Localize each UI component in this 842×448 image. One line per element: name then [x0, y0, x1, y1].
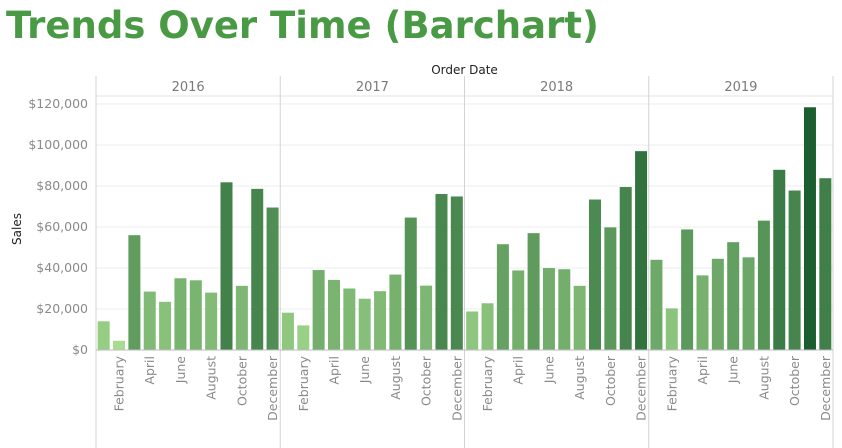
bar — [266, 207, 279, 350]
bar — [450, 196, 463, 350]
bar — [343, 288, 356, 350]
bar — [819, 178, 832, 350]
bar — [143, 291, 156, 350]
x-tick-label: June — [726, 356, 741, 385]
bar — [159, 301, 172, 350]
year-label: 2016 — [172, 80, 205, 95]
bar — [481, 303, 494, 350]
bar — [773, 169, 786, 350]
year-label: 2017 — [356, 80, 389, 95]
bar — [358, 298, 371, 350]
y-tick-label: $20,000 — [36, 301, 88, 316]
x-tick-label: October — [603, 355, 618, 406]
x-tick-label: December — [818, 355, 833, 421]
x-axis-label: Order Date — [431, 63, 498, 77]
bar — [297, 325, 310, 350]
bar — [312, 270, 325, 350]
x-tick-label: June — [357, 356, 372, 385]
y-tick-label: $40,000 — [36, 260, 88, 275]
bar — [512, 270, 525, 350]
bar — [757, 220, 770, 350]
x-tick-label: December — [634, 355, 649, 421]
y-tick-label: $100,000 — [28, 137, 88, 152]
bar — [251, 188, 264, 350]
bar — [281, 312, 294, 350]
x-tick-label: August — [756, 356, 771, 400]
bar — [604, 227, 617, 350]
x-tick-label: June — [541, 356, 556, 385]
y-axis-label: Sales — [10, 213, 24, 245]
bar — [542, 268, 555, 350]
bar — [635, 151, 648, 350]
bar — [404, 217, 417, 350]
x-tick-label: October — [419, 355, 434, 406]
x-tick-label: October — [787, 355, 802, 406]
x-tick-label: February — [296, 355, 311, 411]
bar — [803, 107, 816, 350]
bar — [220, 182, 233, 350]
bar — [97, 321, 110, 350]
page-title: Trends Over Time (Barchart) — [6, 4, 599, 47]
x-tick-label: August — [388, 356, 403, 400]
y-tick-label: $60,000 — [36, 219, 88, 234]
year-label: 2019 — [724, 80, 757, 95]
bar — [727, 242, 740, 350]
x-tick-label: December — [265, 355, 280, 421]
y-tick-label: $80,000 — [36, 178, 88, 193]
y-tick-label: $0 — [72, 342, 88, 357]
bar — [558, 269, 571, 350]
bar — [174, 278, 187, 350]
bar — [113, 340, 126, 350]
x-tick-label: February — [112, 355, 127, 411]
bar — [788, 190, 801, 350]
x-tick-label: April — [142, 356, 157, 385]
bar — [496, 244, 509, 350]
bar — [389, 274, 402, 350]
bar — [527, 233, 540, 350]
bar — [435, 193, 448, 350]
x-tick-label: April — [695, 356, 710, 385]
bar — [189, 280, 202, 350]
x-tick-label: February — [480, 355, 495, 411]
bar — [619, 187, 632, 350]
bar — [573, 285, 586, 350]
bar — [650, 259, 663, 350]
y-tick-label: $120,000 — [28, 96, 88, 111]
bar — [327, 279, 340, 350]
x-tick-label: April — [511, 356, 526, 385]
bar — [420, 285, 433, 350]
year-label: 2018 — [540, 80, 573, 95]
bar — [589, 199, 602, 350]
bar — [466, 311, 479, 350]
bar — [711, 258, 724, 350]
bar — [128, 235, 141, 350]
bar — [205, 292, 218, 350]
x-tick-label: April — [326, 356, 341, 385]
x-tick-label: October — [234, 355, 249, 406]
bar — [696, 275, 709, 350]
bar — [235, 285, 248, 350]
bar — [681, 229, 694, 350]
x-tick-label: August — [572, 356, 587, 400]
bar — [742, 257, 755, 350]
x-tick-label: June — [173, 356, 188, 385]
bar — [665, 308, 678, 350]
x-tick-label: February — [664, 355, 679, 411]
x-tick-label: December — [449, 355, 464, 421]
bar — [374, 291, 387, 350]
x-tick-label: August — [204, 356, 219, 400]
